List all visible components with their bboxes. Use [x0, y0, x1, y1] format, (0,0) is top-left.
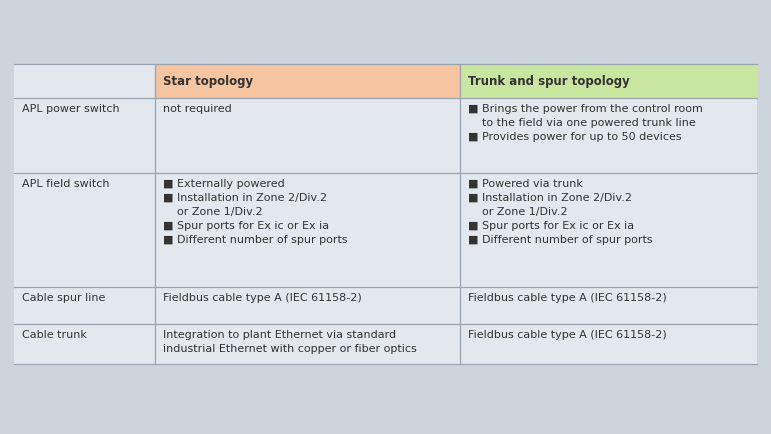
- Bar: [155, 64, 460, 98]
- Text: Fieldbus cable type A (IEC 61158-2): Fieldbus cable type A (IEC 61158-2): [468, 330, 667, 340]
- Text: Cable spur line: Cable spur line: [22, 293, 106, 303]
- Text: Fieldbus cable type A (IEC 61158-2): Fieldbus cable type A (IEC 61158-2): [468, 293, 667, 303]
- Text: Star topology: Star topology: [163, 75, 253, 88]
- Text: not required: not required: [163, 104, 232, 114]
- Bar: [460, 64, 757, 98]
- Text: ■ Brings the power from the control room
    to the field via one powered trunk : ■ Brings the power from the control room…: [468, 104, 703, 142]
- Bar: [14, 64, 757, 364]
- Text: Trunk and spur topology: Trunk and spur topology: [468, 75, 630, 88]
- Text: Integration to plant Ethernet via standard
industrial Ethernet with copper or fi: Integration to plant Ethernet via standa…: [163, 330, 417, 354]
- Text: ■ Powered via trunk
■ Installation in Zone 2/Div.2
    or Zone 1/Div.2
■ Spur po: ■ Powered via trunk ■ Installation in Zo…: [468, 179, 652, 245]
- Text: Cable trunk: Cable trunk: [22, 330, 87, 340]
- Text: APL field switch: APL field switch: [22, 179, 109, 189]
- Text: APL power switch: APL power switch: [22, 104, 120, 114]
- Text: Fieldbus cable type A (IEC 61158-2): Fieldbus cable type A (IEC 61158-2): [163, 293, 362, 303]
- Text: ■ Externally powered
■ Installation in Zone 2/Div.2
    or Zone 1/Div.2
■ Spur p: ■ Externally powered ■ Installation in Z…: [163, 179, 348, 245]
